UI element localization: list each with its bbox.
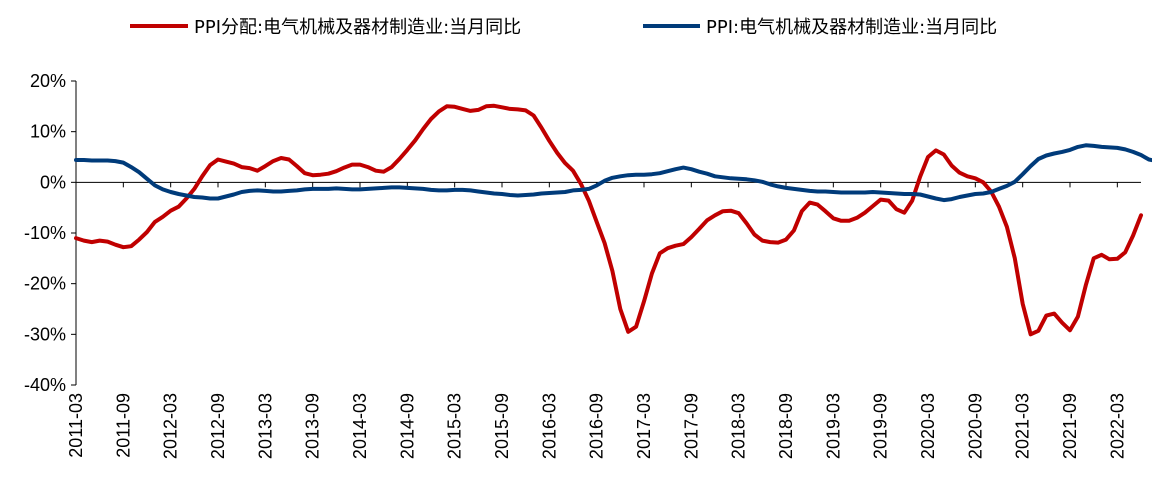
x-tick-label: 2016-09 xyxy=(587,393,607,459)
series-line-ppi-distribution xyxy=(74,103,1143,337)
x-tick-label: 2013-03 xyxy=(255,393,275,459)
y-tick-label: 20% xyxy=(30,71,66,91)
series-line-ppi xyxy=(74,143,1152,203)
x-tick-label: 2014-03 xyxy=(350,393,370,459)
y-tick-label: 0% xyxy=(40,172,66,192)
y-axis: 20% 10% 0% -10% -20% -30% -40% xyxy=(24,71,77,395)
x-tick-label: 2020-09 xyxy=(965,393,985,459)
x-tick-label: 2018-09 xyxy=(776,393,796,459)
x-tick-label: 2021-03 xyxy=(1013,393,1033,459)
x-tick-label: 2013-09 xyxy=(303,393,323,459)
series-layer xyxy=(74,103,1152,337)
x-tick-label: 2018-03 xyxy=(729,393,749,459)
y-tick-label: -40% xyxy=(24,375,66,395)
y-tick-label: -10% xyxy=(24,223,66,243)
legend-item-ppi: PPI:电气机械及器材制造业:当月同比 xyxy=(643,17,997,38)
x-tick-label: 2015-03 xyxy=(445,393,465,459)
x-tick-label: 2020-03 xyxy=(918,393,938,459)
x-tick-label: 2012-09 xyxy=(208,393,228,459)
legend-label-ppi: PPI:电气机械及器材制造业:当月同比 xyxy=(706,17,997,38)
x-tick-label: 2017-09 xyxy=(681,393,701,459)
legend-item-ppi-distribution: PPI分配:电气机械及器材制造业:当月同比 xyxy=(130,17,521,38)
legend: PPI分配:电气机械及器材制造业:当月同比 PPI:电气机械及器材制造业:当月同… xyxy=(130,17,997,38)
x-tick-label: 2019-09 xyxy=(871,393,891,459)
x-tick-label: 2019-03 xyxy=(823,393,843,459)
x-tick-label: 2022-03 xyxy=(1107,393,1127,459)
x-tick-label: 2014-09 xyxy=(397,393,417,459)
y-tick-label: -30% xyxy=(24,324,66,344)
x-tick-label: 2011-03 xyxy=(66,393,86,458)
x-tick-label: 2015-09 xyxy=(492,393,512,459)
x-tick-label: 2016-03 xyxy=(539,393,559,459)
x-tick-label: 2011-09 xyxy=(113,393,133,458)
x-axis: 2011-03 2011-09 2012-03 2012-09 2013-03 2013-… xyxy=(66,181,1141,459)
x-tick-label: 2017-03 xyxy=(634,393,654,459)
x-tick-label: 2021-09 xyxy=(1060,393,1080,459)
x-tick-label: 2012-03 xyxy=(161,393,181,459)
y-tick-label: -20% xyxy=(24,274,66,294)
legend-label-ppi-distribution: PPI分配:电气机械及器材制造业:当月同比 xyxy=(194,17,521,38)
y-tick-label: 10% xyxy=(30,122,66,142)
